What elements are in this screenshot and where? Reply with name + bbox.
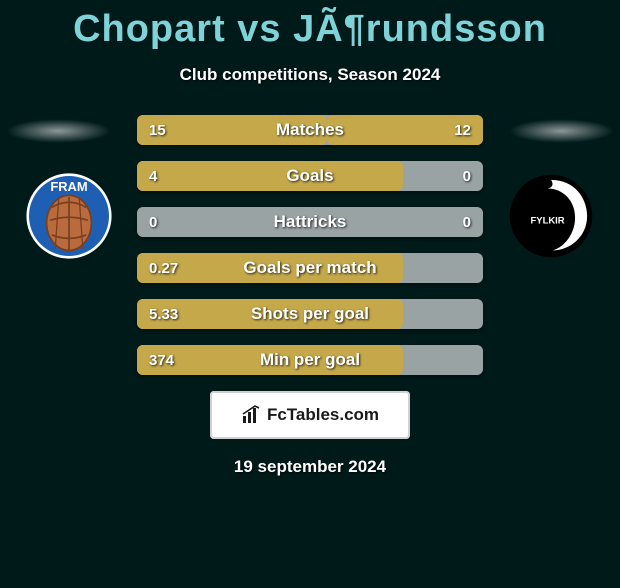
team-badge-left: FRAM — [26, 173, 112, 259]
stat-value-left: 4 — [149, 161, 157, 191]
stat-label: Shots per goal — [137, 299, 483, 329]
stat-row: Min per goal374 — [137, 345, 483, 375]
brand-icon — [241, 405, 261, 425]
stat-label: Min per goal — [137, 345, 483, 375]
stat-row: Hattricks0 0 — [137, 207, 483, 237]
stat-row: Shots per goal5.33 — [137, 299, 483, 329]
badge-right-text: FYLKIR — [530, 216, 564, 227]
stat-bars: Matches1512Goals40Hattricks00Goals per m… — [137, 115, 483, 375]
stat-row: Matches15 12 — [137, 115, 483, 145]
team-badge-right: FYLKIR — [508, 173, 594, 259]
stat-label: Matches — [137, 115, 483, 145]
fram-badge-icon: FRAM — [26, 173, 112, 259]
stat-value-right: 0 — [463, 161, 471, 191]
stat-row: Goals4 0 — [137, 161, 483, 191]
stat-label: Goals — [137, 161, 483, 191]
stat-value-right: 12 — [454, 115, 471, 145]
badge-left-text: FRAM — [50, 179, 87, 194]
stat-row: Goals per match0.27 — [137, 253, 483, 283]
shadow-right — [509, 119, 614, 143]
comparison-panel: FRAM FYLKIR Matches1512Goals40Hattricks0… — [0, 115, 620, 477]
stat-label: Hattricks — [137, 207, 483, 237]
brand-badge[interactable]: FcTables.com — [210, 391, 410, 439]
brand-text: FcTables.com — [267, 405, 379, 425]
stat-value-left: 15 — [149, 115, 166, 145]
page-title: Chopart vs JÃ¶rundsson — [0, 8, 620, 51]
stat-value-right: 0 — [463, 207, 471, 237]
subtitle: Club competitions, Season 2024 — [0, 65, 620, 85]
fylkir-badge-icon: FYLKIR — [508, 173, 594, 259]
shadow-left — [6, 119, 111, 143]
stat-label: Goals per match — [137, 253, 483, 283]
stat-value-left: 0.27 — [149, 253, 178, 283]
date-text: 19 september 2024 — [0, 457, 620, 477]
stat-value-left: 0 — [149, 207, 157, 237]
stat-value-left: 374 — [149, 345, 174, 375]
stat-value-left: 5.33 — [149, 299, 178, 329]
